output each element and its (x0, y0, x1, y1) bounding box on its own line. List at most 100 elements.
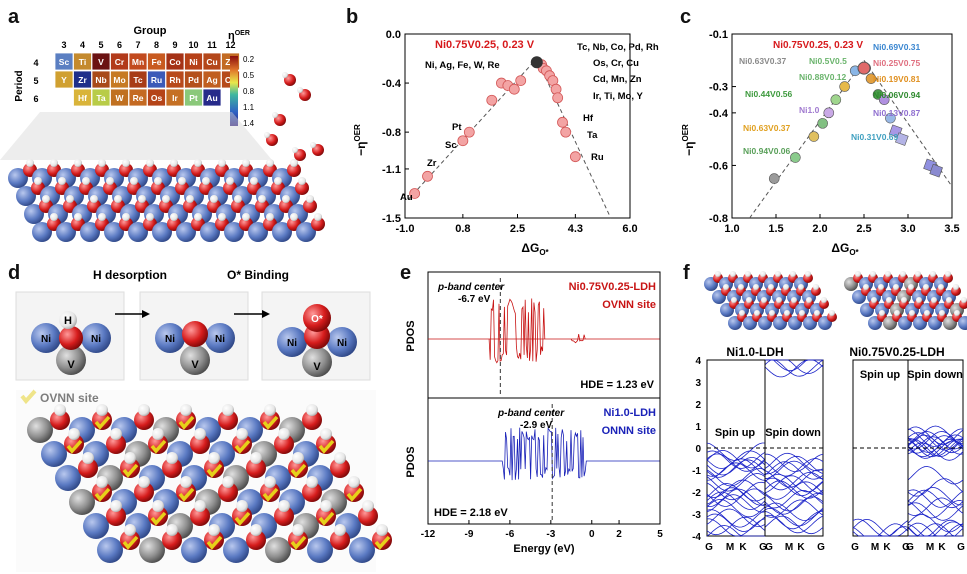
band-line (907, 489, 964, 509)
band-line (764, 452, 824, 472)
h-sphere (298, 177, 306, 185)
e-bottom-hde: HDE = 2.18 eV (434, 507, 508, 519)
c-data-point (885, 112, 896, 124)
ni-atom (31, 323, 61, 353)
h-sphere (242, 213, 250, 221)
element-cell (184, 88, 203, 107)
o-atom (182, 321, 208, 347)
c-data-point (768, 173, 780, 184)
f-kpoint-label: G (817, 542, 825, 553)
o-star-atom (303, 304, 331, 332)
h-sphere (938, 284, 944, 290)
group-number: 9 (172, 40, 177, 50)
checkmark-icon (318, 511, 335, 526)
band-line (764, 359, 824, 378)
h-sphere (50, 159, 58, 167)
h-sphere (170, 159, 178, 167)
checkmark-icon (374, 535, 391, 550)
element-cell (73, 88, 92, 107)
element-symbol: Pd (188, 75, 199, 85)
o-sphere (106, 434, 126, 454)
h-sphere (202, 177, 210, 185)
checkmark-icon (66, 439, 83, 454)
group-number: 10 (188, 40, 198, 50)
floating-h (282, 72, 288, 78)
band-line (706, 509, 766, 528)
f-slab-left (704, 271, 837, 330)
band-line (706, 498, 766, 518)
element-symbol: Ni (189, 57, 198, 67)
h-sphere (334, 452, 346, 464)
element-cell (91, 70, 111, 89)
b-data-point (515, 75, 527, 87)
h-sphere (290, 159, 298, 167)
h-sphere (278, 500, 290, 512)
f-kpoint-label: M (926, 542, 934, 553)
band-line (706, 487, 766, 506)
h-sphere (954, 310, 960, 316)
v-atom (180, 345, 210, 375)
checkmark-icon (206, 463, 223, 478)
v-sphere (27, 417, 53, 443)
h-sphere (806, 297, 812, 303)
h-sphere (74, 159, 82, 167)
h-sphere (915, 271, 921, 277)
b-highlight-point (530, 56, 543, 69)
group-number: 4 (80, 40, 85, 50)
band-line (764, 475, 824, 494)
y-tick-label: -0.8 (382, 127, 401, 139)
element-cell (54, 88, 74, 107)
o-atom (59, 326, 83, 350)
h-sphere (791, 297, 797, 303)
c-volcano-right-line (863, 59, 953, 187)
o-sphere (106, 506, 126, 526)
e-top-hde: HDE = 1.23 eV (580, 379, 654, 391)
c-composition-label: Ni0.06V0.94 (873, 90, 921, 100)
group-number: 8 (154, 40, 159, 50)
h-sphere (821, 297, 827, 303)
panel-letter-c: c (680, 6, 692, 28)
h-sphere (152, 500, 164, 512)
v-atom (302, 347, 332, 377)
ni-sphere (56, 222, 76, 242)
b-data-points (409, 56, 581, 199)
band-line (764, 496, 824, 515)
h-sphere (784, 310, 790, 316)
h-sphere (314, 213, 322, 221)
element-cell (54, 52, 74, 71)
periodic-cells: ScTiVCrMnFeCoNiCuZnYZrNbMoTcRuRhPdAgCdHf… (54, 52, 240, 107)
element-symbol: Ir (172, 93, 178, 103)
ni-atom (277, 327, 307, 357)
h-sphere (362, 500, 374, 512)
h-sphere (292, 452, 304, 464)
b-annotation: Pt (452, 122, 462, 133)
f-right-title: Ni0.75V0.25-LDH (849, 345, 944, 359)
h-sphere (739, 310, 745, 316)
element-cell (202, 52, 222, 71)
c-axes: 1.0 1.5 2.0 2.5 3.0 3.5 -0.1 -0.3 -0.4 -0.6 -0.8 (709, 29, 960, 235)
h-sphere (274, 177, 282, 185)
group-number: 7 (135, 40, 140, 50)
band-line (764, 359, 824, 377)
c-data-point (830, 94, 842, 106)
period-numbers: 4 5 6 (33, 58, 38, 104)
h-sphere (82, 452, 94, 464)
element-cell (91, 88, 111, 107)
element-cell (110, 88, 129, 107)
c-ylabel: −ηOER (681, 124, 696, 156)
band-line (706, 457, 766, 476)
ni-sphere (24, 204, 44, 224)
element-symbol: Mn (132, 57, 144, 67)
h-sphere (814, 310, 820, 316)
band-line (706, 488, 766, 508)
h-sphere (138, 195, 146, 203)
o-sphere (274, 434, 294, 454)
h-sphere (923, 284, 929, 290)
element-symbol: Cr (115, 57, 125, 67)
e-xtick-label: -3 (546, 529, 555, 540)
x-tick-label: 3.0 (900, 223, 915, 235)
o-sphere (246, 530, 266, 550)
checkmark-icon (346, 487, 363, 502)
element-symbol: Nb (95, 75, 106, 85)
element-cell (128, 52, 148, 71)
